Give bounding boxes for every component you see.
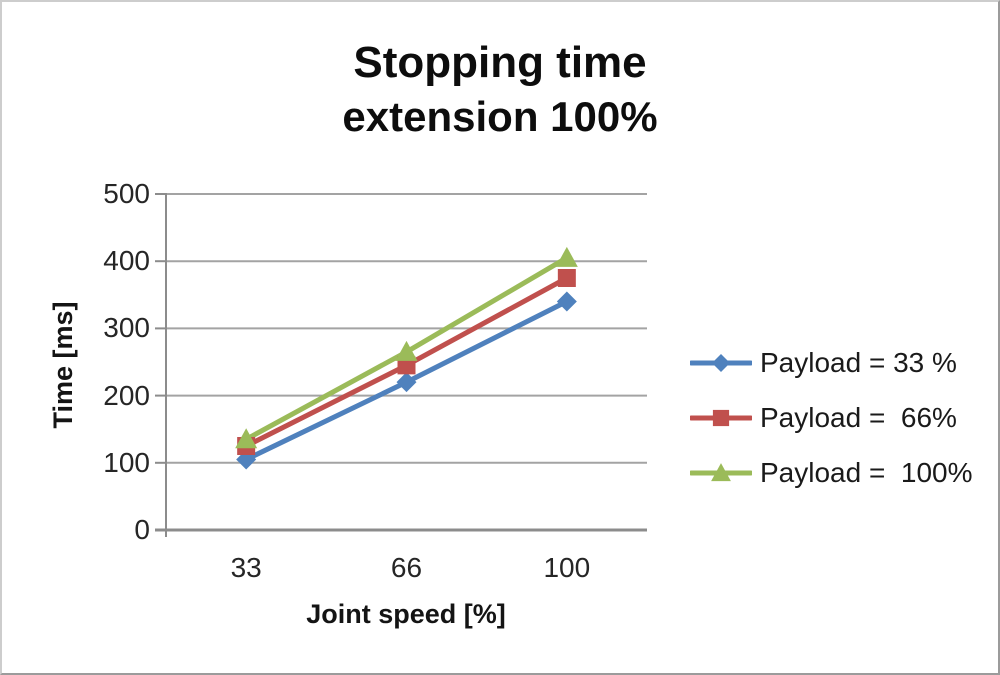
x-axis-title: Joint speed [%] (306, 599, 506, 629)
legend-item: Payload = 66% (690, 390, 990, 445)
legend-label: Payload = 100% (760, 456, 973, 488)
x-tick-label: 33 (230, 552, 262, 583)
y-tick-label: 300 (103, 312, 150, 344)
legend-label: Payload = 66% (760, 401, 957, 433)
legend-swatch (690, 462, 752, 481)
x-tick-label: 100 (543, 552, 591, 583)
legend-item: Payload = 100% (690, 445, 990, 500)
y-axis-title: Time [ms] (48, 301, 78, 429)
square-marker-icon (712, 409, 730, 426)
triangle-marker-icon (711, 462, 731, 481)
triangle-marker-icon (235, 428, 258, 449)
triangle-marker-icon (555, 246, 578, 267)
legend: Payload = 33 % Payload = 66% Payload = 100… (690, 335, 990, 500)
diamond-marker-icon (556, 291, 577, 312)
x-tick-label: 66 (390, 552, 423, 583)
triangle-marker-icon (395, 340, 418, 361)
legend-label: Payload = 33 % (760, 346, 957, 378)
diamond-marker-icon (712, 353, 730, 372)
y-tick-label: 500 (103, 178, 150, 209)
y-tick-label: 100 (103, 446, 150, 478)
chart-subtitle: extension 100% (342, 93, 658, 140)
square-marker-icon (557, 269, 576, 287)
y-tick-label: 400 (103, 245, 150, 277)
legend-item: Payload = 33 % (690, 335, 990, 390)
legend-swatch (690, 353, 752, 372)
legend-swatch (690, 409, 752, 426)
y-tick-label: 200 (103, 379, 150, 411)
chart-title: Stopping time (353, 38, 647, 87)
y-tick-label: 0 (134, 514, 150, 545)
diamond-marker-icon (396, 372, 417, 393)
